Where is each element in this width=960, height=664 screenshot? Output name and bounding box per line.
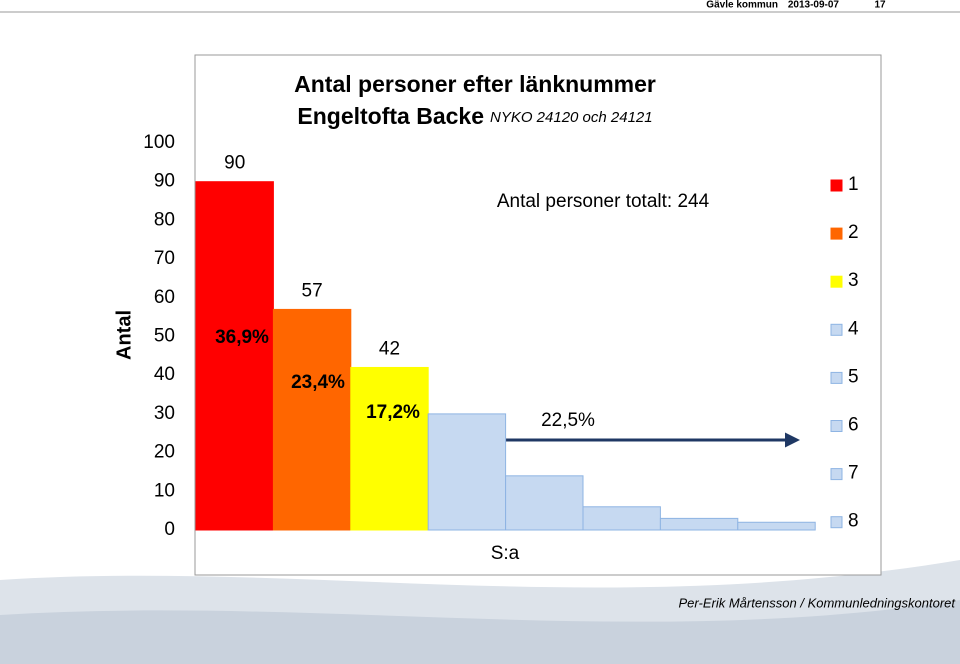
bar — [659, 517, 739, 531]
sum-label: S:a — [491, 543, 520, 564]
value-label: 90 — [224, 153, 245, 174]
value-label: 57 — [302, 280, 323, 301]
y-tick-label: 30 — [154, 403, 175, 424]
y-tick-label: 100 — [143, 132, 175, 153]
legend-swatch — [830, 420, 843, 432]
bar — [427, 413, 507, 531]
legend-label: 4 — [848, 318, 859, 339]
y-tick-label: 50 — [154, 326, 175, 347]
bar — [195, 181, 274, 531]
y-tick-label: 60 — [154, 287, 175, 308]
legend-label: 8 — [848, 511, 859, 532]
chart-title: Antal personer efter länknummer — [294, 71, 656, 97]
legend-label: 5 — [848, 366, 859, 387]
y-tick-label: 70 — [154, 248, 175, 269]
share-label: 23,4% — [291, 372, 345, 393]
subtitle-note: NYKO 24120 och 24121 — [490, 109, 653, 126]
y-axis-label: Antal — [113, 310, 135, 360]
legend-swatch — [830, 516, 843, 529]
legend-label: 7 — [848, 463, 859, 484]
bar — [582, 506, 661, 531]
footer-credit: Per-Erik Mårtensson / Kommunledningskont… — [679, 595, 957, 610]
footer-swoosh — [0, 600, 960, 664]
y-tick-label: 80 — [154, 209, 175, 230]
share-label: 17,2% — [366, 402, 420, 423]
bar — [505, 475, 584, 531]
legend-label: 2 — [848, 222, 859, 243]
legend-swatch — [830, 179, 843, 192]
header-date: 2013-09-07 — [788, 0, 840, 11]
total-label: Antal personer totalt: 244 — [497, 191, 710, 212]
bar — [737, 521, 816, 531]
value-label: 42 — [379, 338, 400, 359]
y-tick-label: 10 — [154, 480, 175, 501]
rest-share-label: 22,5% — [541, 410, 595, 431]
legend-label: 1 — [848, 174, 859, 195]
chart-subtitle: Engeltofta Backe NYKO 24120 och 24121 — [297, 103, 652, 129]
legend-swatch — [830, 468, 843, 481]
header-org: Gävle kommun — [706, 0, 778, 11]
legend-label: 6 — [848, 415, 859, 436]
legend-swatch — [830, 227, 843, 240]
legend-swatch — [830, 371, 843, 384]
bar — [272, 308, 352, 531]
bar — [350, 366, 429, 531]
header-page: 17 — [874, 0, 886, 11]
legend-swatch — [830, 323, 843, 336]
y-tick-label: 0 — [164, 519, 175, 540]
y-tick-label: 40 — [154, 364, 175, 385]
y-tick-label: 20 — [154, 442, 175, 463]
legend-label: 3 — [848, 270, 859, 291]
subtitle: Engeltofta Backe — [297, 103, 484, 129]
share-label: 36,9% — [215, 327, 269, 348]
legend-swatch — [830, 275, 843, 288]
y-tick-label: 90 — [154, 171, 175, 192]
